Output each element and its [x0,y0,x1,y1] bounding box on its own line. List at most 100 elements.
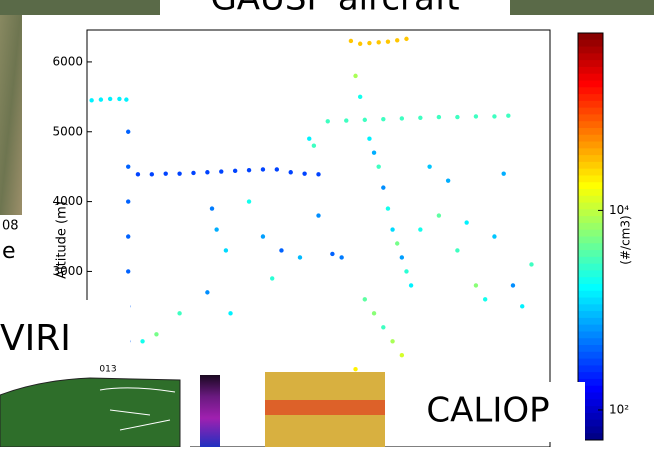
point [177,171,182,176]
point [482,297,488,302]
point [126,234,131,239]
point [260,234,266,239]
point [297,255,303,260]
point [205,290,210,295]
point [126,129,131,134]
colorbar-swatch [578,236,603,244]
colorbar-swatch [578,87,603,95]
point [404,269,409,274]
point [274,167,280,172]
colorbar-swatch [578,399,603,407]
point [395,38,400,43]
colorbar-swatch [578,33,603,41]
point [371,150,377,155]
point [376,40,381,45]
colorbar-swatch [578,100,603,109]
colorbar-swatch [578,155,603,163]
colorbar-swatch [578,283,603,292]
point [126,269,131,274]
point [464,220,469,225]
colorbar-label: (#/cm3) [619,215,633,264]
overlay-title: GAUSP aircraft [210,0,459,19]
point [140,339,145,344]
point [445,178,451,183]
y-tick-label: 5000 [52,124,83,138]
colorbar-swatch [578,121,603,129]
map-image [0,377,181,448]
colorbar-swatch [578,304,603,312]
point [154,332,159,337]
text-fragment: e [2,239,16,264]
colorbar-swatch [578,263,603,271]
colorbar-swatch [578,378,603,387]
point [381,116,386,122]
label-box [0,240,22,264]
caliop-band [265,400,385,415]
point [399,353,405,358]
colorbar-swatch [578,317,603,326]
colorbar-swatch [578,168,603,176]
caliop-box [385,382,585,442]
colorbar-swatch [578,270,603,278]
colorbar-swatch [578,433,603,441]
colorbar-swatch [578,60,603,68]
label-box [0,215,22,237]
map-label: 013 [99,365,116,375]
colorbar-swatch [578,161,603,170]
colorbar-swatch [578,53,603,61]
point [205,170,210,175]
date-fragment: 08 [2,219,19,234]
point [330,251,335,257]
point [177,311,182,316]
point [381,325,386,330]
colorbar-swatch [578,189,603,197]
colorbar-swatch [578,80,603,88]
point [117,96,122,102]
point [163,171,168,176]
colorbar-swatch [578,385,603,394]
y-axis-label: Altitude (m) [55,201,70,279]
colorbar: 10² 10⁴ [577,32,629,441]
y-tick-label: 6000 [52,54,83,68]
point [404,36,409,42]
point [107,96,113,102]
colorbar-swatch [578,127,603,136]
colorbar-swatch [578,46,603,54]
point [473,114,479,119]
colorbar-swatch [578,222,603,231]
point [367,40,372,46]
point [348,38,354,44]
point [311,143,317,148]
colorbar-swatch [578,182,603,190]
point [455,248,460,253]
point [501,171,506,176]
point [307,136,312,141]
point [371,311,377,316]
point [492,114,497,119]
colorbar-swatch [578,358,603,366]
colorbar-swatch [578,39,603,48]
point [408,283,414,288]
bt-colorbar [200,375,220,447]
point [135,172,141,177]
point [325,119,330,124]
point [232,168,238,174]
y-tick-label: 3000 [52,264,83,278]
point [246,167,252,173]
point [191,170,196,176]
point [219,169,224,174]
point [353,367,358,372]
colorbar-swatch [578,148,603,156]
colorbar-swatch [578,277,603,285]
colorbar-swatch [578,94,603,102]
point [344,118,349,123]
colorbar-swatch [578,365,603,373]
colorbar-swatch [578,209,603,217]
title-box [160,0,510,16]
point [89,98,94,103]
point [149,172,155,177]
point [385,39,391,44]
colorbar-swatch [578,311,603,319]
point [223,248,229,253]
